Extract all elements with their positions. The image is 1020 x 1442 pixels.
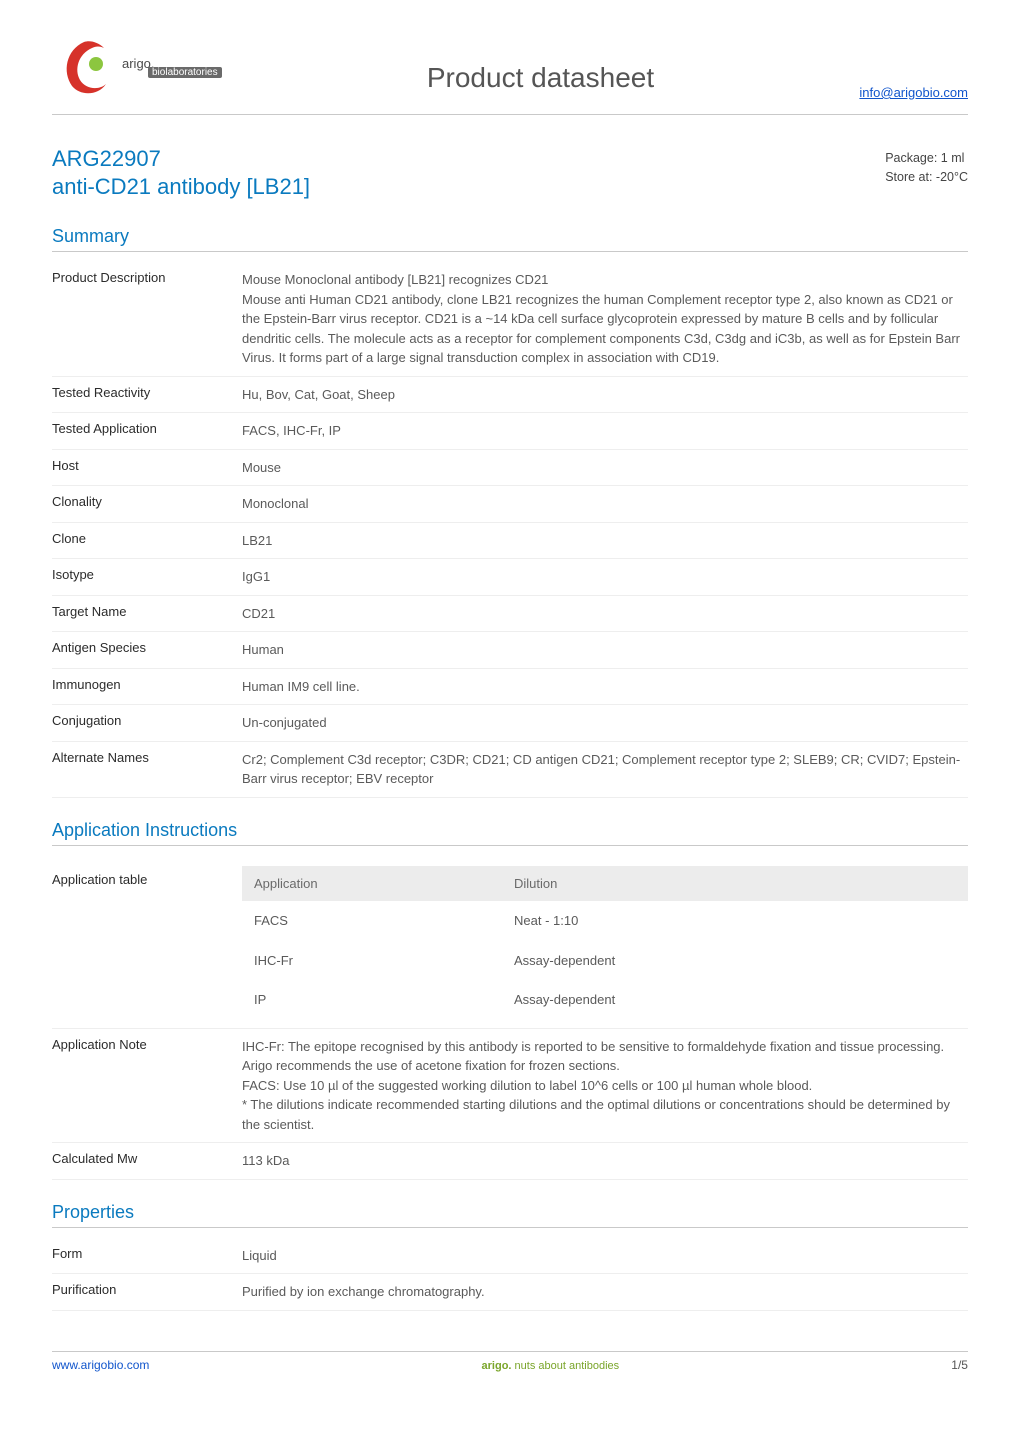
contact-email: info@arigobio.com (859, 85, 968, 100)
section-properties-heading: Properties (52, 1202, 968, 1228)
cell-application: IP (242, 980, 502, 1020)
calculated-mw-value: 113 kDa (242, 1151, 968, 1171)
table-row: IPAssay-dependent (242, 980, 968, 1020)
cell-application: IHC-Fr (242, 941, 502, 981)
table-row: IHC-FrAssay-dependent (242, 941, 968, 981)
section-app-instructions-heading: Application Instructions (52, 820, 968, 846)
cell-dilution: Assay-dependent (502, 941, 968, 981)
summary-field-row: Alternate NamesCr2; Complement C3d recep… (52, 742, 968, 798)
application-table-wrapper: Application Dilution FACSNeat - 1:10IHC-… (242, 864, 968, 1020)
field-label: Form (52, 1246, 242, 1266)
field-label: Product Description (52, 270, 242, 368)
application-table-label: Application table (52, 864, 242, 1020)
storage-temp: Store at: -20°C (885, 168, 968, 187)
field-label: Tested Application (52, 421, 242, 441)
field-value: FACS, IHC-Fr, IP (242, 421, 968, 441)
footer-tag-text: nuts about antibodies (515, 1360, 620, 1372)
field-label: Target Name (52, 604, 242, 624)
product-code: ARG22907 (52, 145, 310, 173)
arigo-logo-icon (52, 36, 116, 100)
field-value: IgG1 (242, 567, 968, 587)
footer-website-link[interactable]: www.arigobio.com (52, 1358, 149, 1372)
field-value: Cr2; Complement C3d receptor; C3DR; CD21… (242, 750, 968, 789)
product-heading-row: ARG22907 anti-CD21 antibody [LB21] Packa… (52, 145, 968, 200)
field-value: Mouse (242, 458, 968, 478)
application-note-label: Application Note (52, 1037, 242, 1135)
field-value: Monoclonal (242, 494, 968, 514)
cell-dilution: Neat - 1:10 (502, 901, 968, 941)
col-dilution: Dilution (502, 866, 968, 902)
calculated-mw-row: Calculated Mw 113 kDa (52, 1143, 968, 1180)
logo-subtext: biolaboratories (148, 67, 222, 78)
field-value: LB21 (242, 531, 968, 551)
field-label: Clone (52, 531, 242, 551)
section-summary-heading: Summary (52, 226, 968, 252)
summary-table: Product DescriptionMouse Monoclonal anti… (52, 262, 968, 798)
field-value: Mouse Monoclonal antibody [LB21] recogni… (242, 270, 968, 368)
cell-dilution: Assay-dependent (502, 980, 968, 1020)
summary-field-row: Tested ReactivityHu, Bov, Cat, Goat, She… (52, 377, 968, 414)
properties-table: FormLiquidPurificationPurified by ion ex… (52, 1238, 968, 1311)
field-label: Alternate Names (52, 750, 242, 789)
summary-field-row: IsotypeIgG1 (52, 559, 968, 596)
properties-field-row: FormLiquid (52, 1238, 968, 1275)
summary-field-row: ConjugationUn-conjugated (52, 705, 968, 742)
calculated-mw-label: Calculated Mw (52, 1151, 242, 1171)
summary-field-row: Target NameCD21 (52, 596, 968, 633)
logo-text: arigo. biolaboratories (122, 58, 222, 79)
field-value: Human IM9 cell line. (242, 677, 968, 697)
summary-field-row: CloneLB21 (52, 523, 968, 560)
email-link[interactable]: info@arigobio.com (859, 85, 968, 100)
col-application: Application (242, 866, 502, 902)
application-table: Application Dilution FACSNeat - 1:10IHC-… (242, 866, 968, 1020)
summary-field-row: ImmunogenHuman IM9 cell line. (52, 669, 968, 706)
page-header: arigo. biolaboratories Product datasheet… (52, 36, 968, 114)
table-header-row: Application Dilution (242, 866, 968, 902)
application-table-row: Application table Application Dilution F… (52, 856, 968, 1029)
header-divider (52, 114, 968, 115)
table-row: FACSNeat - 1:10 (242, 901, 968, 941)
field-label: Host (52, 458, 242, 478)
package-size: Package: 1 ml (885, 149, 968, 168)
summary-field-row: HostMouse (52, 450, 968, 487)
application-note-value: IHC-Fr: The epitope recognised by this a… (242, 1037, 968, 1135)
footer-tagline: arigo. nuts about antibodies (482, 1360, 620, 1372)
field-label: Purification (52, 1282, 242, 1302)
package-block: Package: 1 ml Store at: -20°C (885, 145, 968, 187)
field-label: Conjugation (52, 713, 242, 733)
field-label: Tested Reactivity (52, 385, 242, 405)
properties-field-row: PurificationPurified by ion exchange chr… (52, 1274, 968, 1311)
field-label: Antigen Species (52, 640, 242, 660)
summary-field-row: Tested ApplicationFACS, IHC-Fr, IP (52, 413, 968, 450)
footer-brand: arigo. (482, 1360, 512, 1372)
field-value: Purified by ion exchange chromatography. (242, 1282, 968, 1302)
summary-field-row: Product DescriptionMouse Monoclonal anti… (52, 262, 968, 377)
cell-application: FACS (242, 901, 502, 941)
product-title-block: ARG22907 anti-CD21 antibody [LB21] (52, 145, 310, 200)
logo-block: arigo. biolaboratories (52, 36, 222, 100)
field-label: Clonality (52, 494, 242, 514)
field-label: Isotype (52, 567, 242, 587)
field-value: Liquid (242, 1246, 968, 1266)
field-label: Immunogen (52, 677, 242, 697)
page-footer: www.arigobio.com arigo. nuts about antib… (52, 1351, 968, 1372)
page-number: 1/5 (951, 1358, 968, 1372)
field-value: Human (242, 640, 968, 660)
field-value: CD21 (242, 604, 968, 624)
field-value: Un-conjugated (242, 713, 968, 733)
product-name: anti-CD21 antibody [LB21] (52, 173, 310, 201)
field-value: Hu, Bov, Cat, Goat, Sheep (242, 385, 968, 405)
summary-field-row: ClonalityMonoclonal (52, 486, 968, 523)
application-note-row: Application Note IHC-Fr: The epitope rec… (52, 1029, 968, 1144)
page-title: Product datasheet (222, 62, 860, 100)
summary-field-row: Antigen SpeciesHuman (52, 632, 968, 669)
